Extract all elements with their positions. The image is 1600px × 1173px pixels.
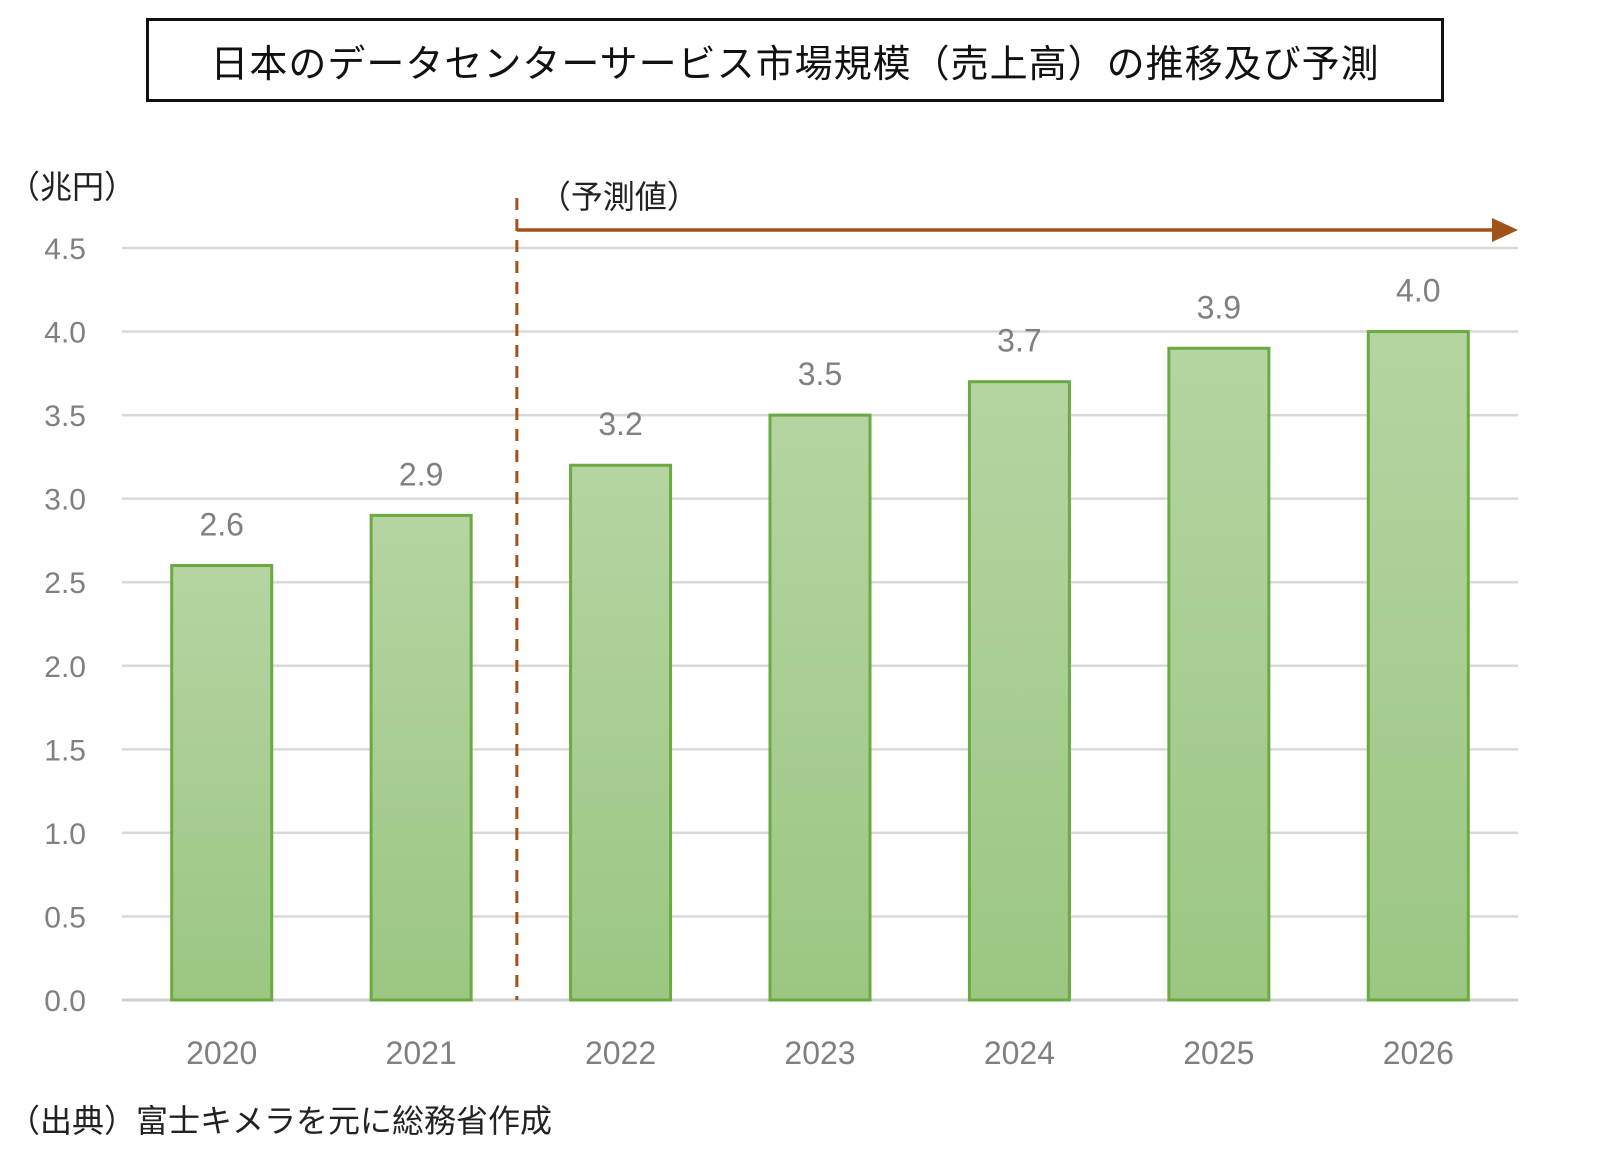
bar-2022 [569, 463, 673, 1002]
x-tick-label: 2023 [784, 1035, 855, 1071]
bar-2023 [768, 413, 872, 1002]
x-tick-label: 2022 [585, 1035, 656, 1071]
source-note: （出典）富士キメラを元に総務省作成 [8, 1102, 553, 1140]
y-tick-label: 4.5 [44, 233, 86, 266]
data-label: 3.5 [798, 356, 842, 392]
x-tick-label: 2020 [186, 1035, 257, 1071]
data-label: 2.6 [199, 507, 243, 543]
y-tick-label: 4.0 [44, 317, 86, 350]
y-tick-label: 2.5 [44, 567, 86, 600]
data-label: 3.9 [1197, 289, 1241, 325]
y-tick-label: 3.5 [44, 400, 86, 433]
y-tick-label: 1.5 [44, 734, 86, 767]
y-tick-label: 0.5 [44, 901, 86, 934]
y-tick-label: 2.0 [44, 651, 86, 684]
y-axis-unit: （兆円） [8, 168, 136, 206]
y-tick-label: 3.0 [44, 484, 86, 517]
x-tick-label: 2024 [984, 1035, 1055, 1071]
y-tick-label: 1.0 [44, 818, 86, 851]
x-tick-label: 2021 [386, 1035, 457, 1071]
arrow-head-icon [1492, 218, 1518, 242]
bar-2021 [369, 513, 473, 1002]
bar-2020 [170, 564, 274, 1002]
x-tick-label: 2026 [1383, 1035, 1454, 1071]
data-label: 2.9 [399, 456, 443, 492]
bar-2024 [967, 380, 1071, 1002]
bar-2025 [1167, 346, 1271, 1002]
y-tick-label: 0.0 [44, 985, 86, 1018]
x-tick-label: 2025 [1183, 1035, 1254, 1071]
forecast-label: （予測値） [539, 178, 699, 216]
data-label: 3.2 [598, 406, 642, 442]
chart-title: 日本のデータセンターサービス市場規模（売上高）の推移及び予測 [146, 18, 1444, 102]
data-label: 3.7 [997, 323, 1041, 359]
bar-2026 [1366, 330, 1470, 1002]
data-label: 4.0 [1396, 273, 1440, 309]
